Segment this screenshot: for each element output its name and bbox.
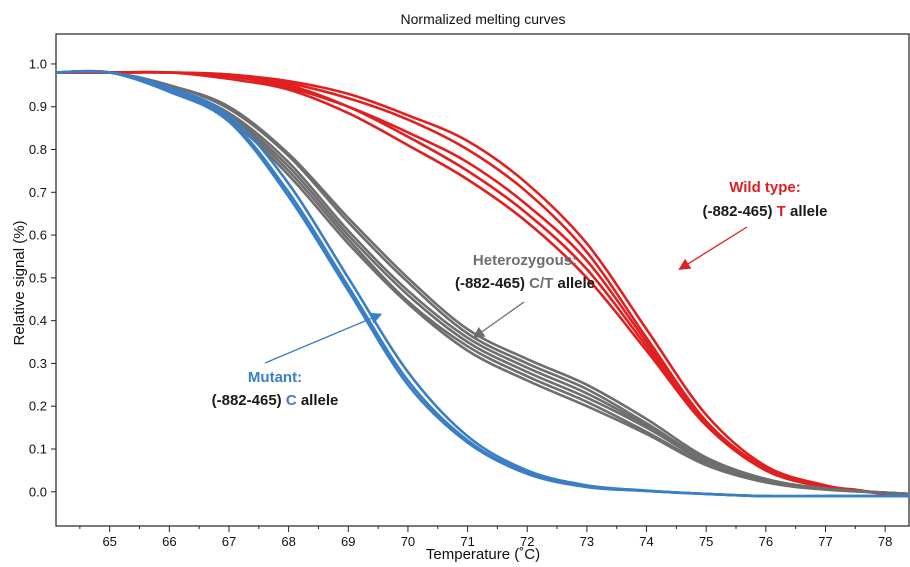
x-tick-label: 74 bbox=[639, 534, 653, 549]
x-tick-label: 75 bbox=[699, 534, 713, 549]
allele-letter: C/T bbox=[529, 275, 553, 292]
mutant-annotation-allele: (-882-465) C allele bbox=[212, 392, 339, 409]
mutant-arrow bbox=[264, 312, 383, 364]
chart-title: Normalized melting curves bbox=[401, 11, 566, 27]
x-axis-label: Temperature (˚C) bbox=[426, 546, 540, 563]
y-tick-label: 1.0 bbox=[29, 56, 47, 71]
heterozygous-annotation-allele: (-882-465) C/T allele bbox=[455, 275, 595, 292]
allele-word: allele bbox=[297, 392, 339, 409]
x-tick-label: 76 bbox=[759, 534, 773, 549]
y-tick-label: 0.6 bbox=[29, 228, 47, 243]
y-tick-label: 0.7 bbox=[29, 185, 47, 200]
allele-code: (-882-465) bbox=[455, 275, 529, 292]
heterozygous-annotation: Heterozygous: (-882-465) C/T allele bbox=[455, 252, 595, 339]
x-tick-label: 68 bbox=[281, 534, 295, 549]
y-axis-label: Relative signal (%) bbox=[11, 220, 28, 345]
x-tick-label: 70 bbox=[401, 534, 415, 549]
heterozygous-annotation-title: Heterozygous: bbox=[473, 252, 577, 269]
wild-type-annotation-allele: (-882-465) T allele bbox=[702, 203, 827, 220]
wild-type-annotation-title: Wild type: bbox=[729, 179, 801, 196]
heterozygous-arrow bbox=[472, 301, 525, 339]
annotation-layer: Wild type:(-882-465) T alleleHeterozygou… bbox=[212, 179, 828, 409]
x-tick-label: 65 bbox=[102, 534, 116, 549]
wild-type-curves bbox=[56, 70, 910, 498]
y-tick-label: 0.2 bbox=[29, 399, 47, 414]
mutant-annotation-title: Mutant: bbox=[248, 369, 302, 386]
y-axis-ticks: 0.0 0.1 0.2 0.3 0.4 0.5 0.6 0.7 0.8 0.9 1.0 bbox=[29, 56, 56, 499]
allele-letter: C bbox=[286, 392, 297, 409]
mutant-curve bbox=[55, 69, 909, 498]
x-tick-label: 67 bbox=[222, 534, 236, 549]
y-tick-label: 0.4 bbox=[29, 313, 47, 328]
x-tick-label: 77 bbox=[818, 534, 832, 549]
x-tick-label: 69 bbox=[341, 534, 355, 549]
wild-type-arrow bbox=[678, 226, 748, 270]
x-tick-label: 71 bbox=[460, 534, 474, 549]
allele-letter: T bbox=[777, 203, 786, 220]
y-tick-label: 0.1 bbox=[29, 441, 47, 456]
y-tick-label: 0.0 bbox=[29, 484, 47, 499]
mutant-annotation: Mutant: (-882-465) C allele bbox=[212, 312, 383, 409]
x-tick-label: 73 bbox=[580, 534, 594, 549]
y-tick-label: 0.8 bbox=[29, 142, 47, 157]
allele-word: allele bbox=[786, 203, 828, 220]
y-tick-label: 0.9 bbox=[29, 99, 47, 114]
x-tick-label: 66 bbox=[162, 534, 176, 549]
x-tick-label: 78 bbox=[878, 534, 892, 549]
allele-code: (-882-465) bbox=[702, 203, 776, 220]
wild-type-annotation: Wild type: (-882-465) T allele bbox=[678, 179, 828, 270]
x-tick-label: 72 bbox=[520, 534, 534, 549]
y-tick-label: 0.3 bbox=[29, 356, 47, 371]
y-tick-label: 0.5 bbox=[29, 270, 47, 285]
mutant-curves bbox=[55, 69, 909, 498]
curve-layer bbox=[55, 69, 910, 498]
allele-word: allele bbox=[553, 275, 595, 292]
allele-code: (-882-465) bbox=[212, 392, 286, 409]
x-axis-ticks: 65 66 67 68 69 70 71 72 73 74 75 76 77 78 bbox=[79, 526, 892, 549]
plot-frame bbox=[55, 33, 910, 527]
